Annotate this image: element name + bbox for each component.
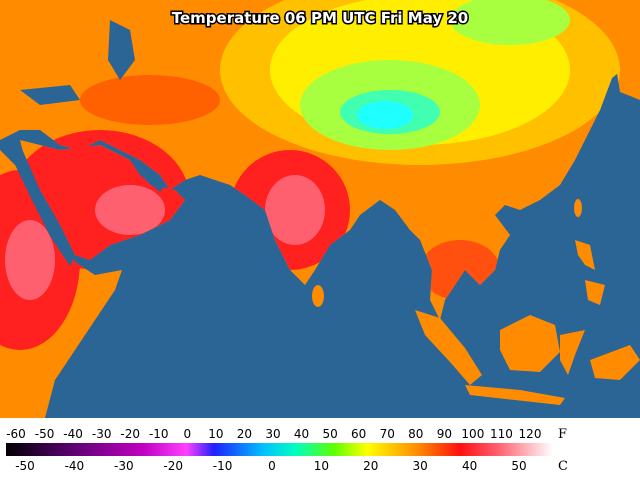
celsius-tick: 30 bbox=[413, 459, 428, 473]
fahrenheit-tick: -40 bbox=[63, 427, 83, 441]
celsius-tick: 40 bbox=[462, 459, 477, 473]
celsius-tick: -40 bbox=[65, 459, 85, 473]
fahrenheit-tick: 80 bbox=[408, 427, 423, 441]
fahrenheit-tick: 90 bbox=[437, 427, 452, 441]
fahrenheit-tick: 20 bbox=[237, 427, 252, 441]
celsius-tick: 50 bbox=[511, 459, 526, 473]
fahrenheit-tick: -50 bbox=[35, 427, 55, 441]
celsius-unit: C bbox=[558, 459, 568, 474]
water-bodies bbox=[8, 20, 165, 266]
map-title: Temperature 06 PM UTC Fri May 20 bbox=[172, 9, 469, 27]
fahrenheit-tick: 100 bbox=[461, 427, 484, 441]
fahrenheit-tick: -60 bbox=[6, 427, 26, 441]
fahrenheit-unit: F bbox=[558, 427, 567, 442]
fahrenheit-tick: -10 bbox=[149, 427, 169, 441]
fahrenheit-tick: 50 bbox=[322, 427, 337, 441]
celsius-tick: 0 bbox=[268, 459, 276, 473]
celsius-tick: -20 bbox=[163, 459, 183, 473]
celsius-tick: 10 bbox=[314, 459, 329, 473]
celsius-tick: -10 bbox=[213, 459, 233, 473]
celsius-tick: 20 bbox=[363, 459, 378, 473]
fahrenheit-tick: 30 bbox=[265, 427, 280, 441]
fahrenheit-tick: 40 bbox=[294, 427, 309, 441]
color-bar bbox=[6, 443, 553, 456]
fahrenheit-tick: 70 bbox=[380, 427, 395, 441]
fahrenheit-tick: 110 bbox=[490, 427, 513, 441]
fahrenheit-tick: 60 bbox=[351, 427, 366, 441]
fahrenheit-tick: -20 bbox=[120, 427, 140, 441]
fahrenheit-tick: 0 bbox=[184, 427, 192, 441]
celsius-tick: -30 bbox=[114, 459, 134, 473]
fahrenheit-tick: 120 bbox=[519, 427, 542, 441]
fahrenheit-tick: 10 bbox=[208, 427, 223, 441]
celsius-tick: -50 bbox=[15, 459, 35, 473]
fahrenheit-tick: -30 bbox=[92, 427, 112, 441]
